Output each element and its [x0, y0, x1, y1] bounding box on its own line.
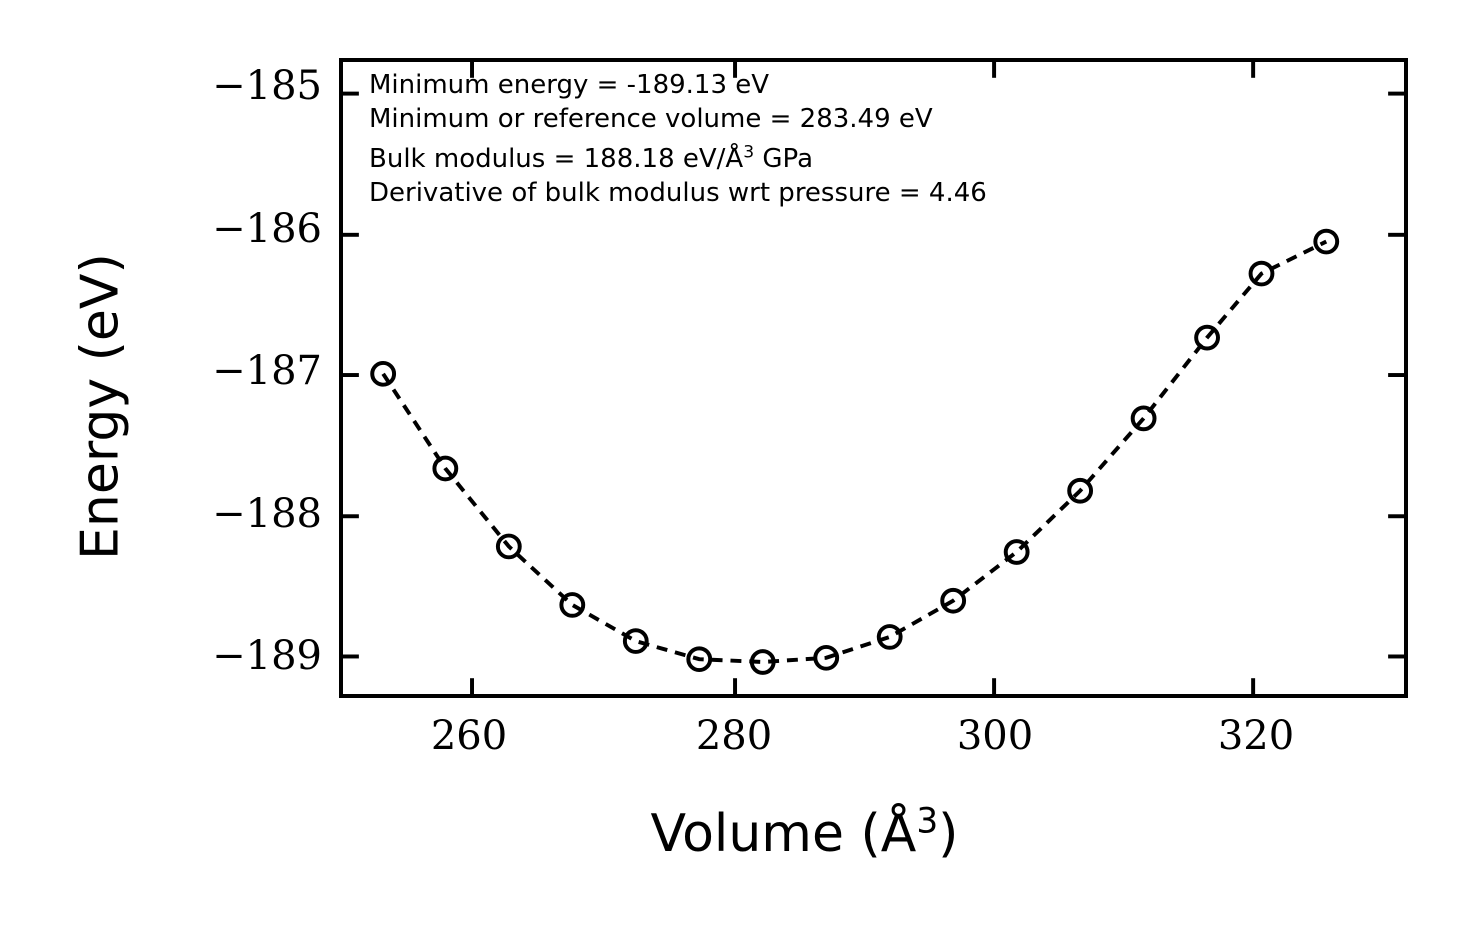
- data-point-marker: [432, 455, 459, 482]
- data-point-marker: [686, 646, 713, 673]
- x-axis-title: Volume (Å3): [0, 804, 1469, 864]
- data-point-marker: [1248, 260, 1275, 287]
- eos-curve-line: [381, 239, 1328, 664]
- data-point-marker: [559, 592, 586, 618]
- data-point-marker: [1067, 477, 1094, 504]
- y-tick-label: −185: [212, 63, 322, 109]
- data-point-marker: [749, 649, 776, 675]
- cubic-exponent: 3: [743, 142, 755, 163]
- annotation-bulk-modulus-derivative: Derivative of bulk modulus wrt pressure …: [369, 178, 987, 208]
- fit-parameters-annotation: Minimum energy = -189.13 eV Minimum or r…: [369, 72, 1199, 206]
- data-point-marker: [622, 628, 649, 654]
- x-tick-label: 300: [956, 713, 1034, 759]
- data-point-marker: [1313, 228, 1340, 255]
- y-axis-title: Energy (eV): [70, 253, 131, 560]
- x-axis-title-prefix: Volume (Å: [650, 804, 917, 864]
- y-tick-label: −187: [212, 348, 322, 394]
- annotation-minimum-volume: Minimum or reference volume = 283.49 eV: [369, 104, 933, 134]
- x-tick-label: 320: [1217, 713, 1295, 759]
- x-tick-marks: [470, 62, 1256, 694]
- annotation-minimum-energy: Minimum energy = -189.13 eV: [369, 70, 770, 100]
- annotation-bulk-modulus: Bulk modulus = 188.18 eV/Å3 GPa: [369, 144, 1199, 174]
- cubic-exponent: 3: [916, 801, 939, 842]
- x-tick-label: 280: [695, 713, 773, 759]
- y-tick-label: −186: [212, 206, 322, 252]
- y-tick-label: −188: [212, 491, 322, 537]
- data-point-marker: [1003, 539, 1030, 565]
- data-point-marker: [876, 624, 903, 650]
- data-point-marker: [1194, 324, 1220, 351]
- data-point-marker: [495, 533, 522, 560]
- data-point-marker: [1130, 405, 1157, 432]
- data-point-marker: [813, 644, 840, 671]
- x-tick-label: 260: [430, 713, 508, 759]
- plot-axes-frame: [339, 58, 1408, 698]
- plot-canvas: [343, 62, 1404, 694]
- annotation-bulk-modulus-prefix: Bulk modulus = 188.18 eV/Å: [369, 144, 744, 174]
- eos-data-markers: [370, 228, 1340, 675]
- y-tick-marks: [343, 91, 1404, 659]
- y-tick-label: −189: [212, 633, 322, 679]
- data-point-marker: [940, 587, 967, 614]
- data-point-marker: [370, 360, 397, 387]
- annotation-bulk-modulus-suffix: GPa: [754, 144, 813, 174]
- x-axis-title-suffix: ): [938, 804, 959, 864]
